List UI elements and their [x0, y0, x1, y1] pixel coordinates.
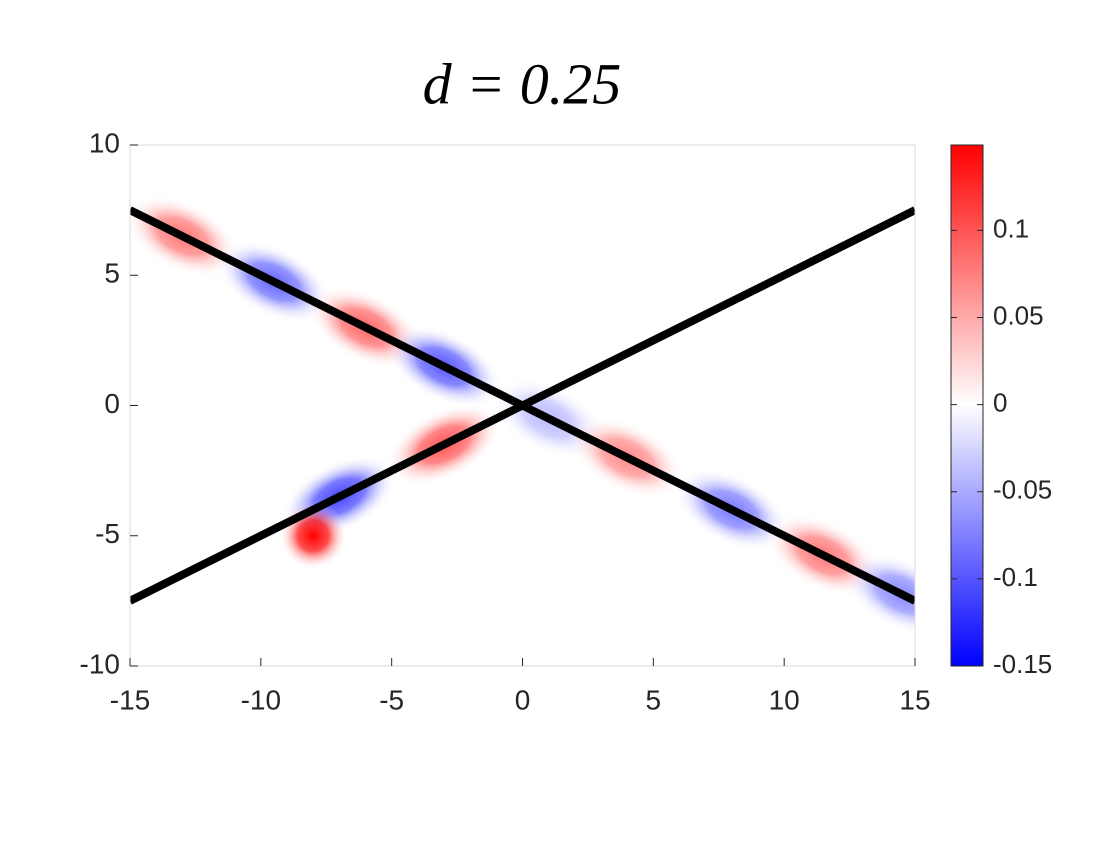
- colorbar-tick-label: 0: [993, 388, 1007, 418]
- x-tick-label: 15: [899, 684, 930, 715]
- x-tick-label: -5: [379, 684, 404, 715]
- colorbar-tick-label: -0.05: [993, 475, 1052, 505]
- colorbar-tick-label: 0.1: [993, 213, 1029, 243]
- x-tick-label: 0: [515, 684, 531, 715]
- colorbar-tick-label: -0.1: [993, 562, 1038, 592]
- colorbar-tick-label: 0.05: [993, 300, 1044, 330]
- y-tick-label: 5: [104, 258, 120, 289]
- y-tick-label: -10: [80, 648, 120, 679]
- plot-area: [130, 195, 915, 636]
- y-tick-label: 10: [89, 127, 120, 158]
- chart-title: d = 0.25: [423, 51, 622, 116]
- x-tick-label: 5: [646, 684, 662, 715]
- y-tick-label: 0: [104, 388, 120, 419]
- x-tick-label: -10: [241, 684, 281, 715]
- x-tick-label: 10: [769, 684, 800, 715]
- y-tick-label: -5: [95, 518, 120, 549]
- line: [130, 206, 915, 605]
- colorbar: [950, 144, 984, 667]
- colorbar-tick-label: -0.15: [993, 649, 1052, 679]
- x-tick-label: -15: [110, 684, 150, 715]
